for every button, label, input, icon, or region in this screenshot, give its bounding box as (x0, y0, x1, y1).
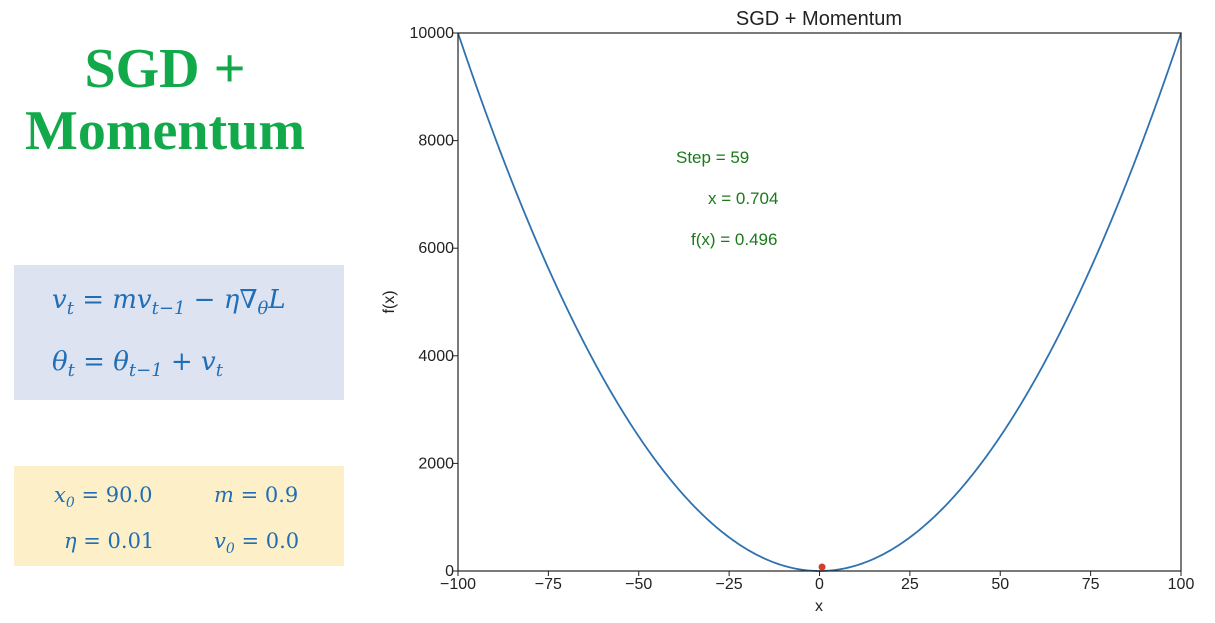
x-tick-label: 50 (991, 576, 1009, 593)
param-m: m = 0.9 (214, 483, 299, 507)
y-tick-label: 8000 (418, 133, 454, 150)
param-x0: x0 = 90.0 (54, 483, 153, 511)
y-tick-label: 0 (445, 563, 454, 580)
current-position-marker (818, 563, 826, 571)
chart-title: SGD + Momentum (736, 8, 902, 30)
fx-value-annotation: f(x) = 0.496 (691, 230, 777, 249)
panel-title-line2: Momentum (25, 100, 305, 162)
x-tick-label: 25 (901, 576, 919, 593)
y-axis-title: f(x) (381, 290, 398, 313)
step-annotation: Step = 59 (676, 148, 749, 167)
panel-title: SGD + Momentum (0, 38, 330, 162)
hyperparameters-box: x0 = 90.0 m = 0.9 η = 0.01 v0 = 0.0 (14, 466, 344, 566)
y-tick-label: 6000 (418, 240, 454, 257)
velocity-equation: vt = mvt−1 − η∇θL (52, 285, 286, 319)
x-tick-label: −25 (716, 576, 743, 593)
y-tick-label: 4000 (418, 348, 454, 365)
param-v0: v0 = 0.0 (214, 529, 300, 557)
update-equations-box: vt = mvt−1 − η∇θL θt = θt−1 + vt (14, 265, 344, 400)
plot-area: −100 −75 −50 −25 0 25 50 75 100 0 2000 4000 6000 8000… (410, 25, 1195, 593)
y-tick-label: 10000 (410, 25, 455, 42)
x-value-annotation: x = 0.704 (708, 189, 778, 208)
x-tick-label: −75 (535, 576, 562, 593)
parameter-update-equation: θt = θt−1 + vt (52, 347, 223, 381)
x-tick-label: −50 (625, 576, 652, 593)
x-tick-label: 0 (815, 576, 824, 593)
panel-title-line1: SGD + (84, 38, 246, 100)
x-axis-title: x (815, 598, 823, 615)
x-tick-label: 100 (1168, 576, 1195, 593)
loss-curve-line (457, 32, 1182, 572)
x-tick-label: 75 (1082, 576, 1100, 593)
x-tick-label: −100 (440, 576, 476, 593)
plot-frame (457, 32, 1182, 572)
param-eta: η = 0.01 (64, 529, 155, 553)
y-tick-label: 2000 (418, 455, 454, 472)
